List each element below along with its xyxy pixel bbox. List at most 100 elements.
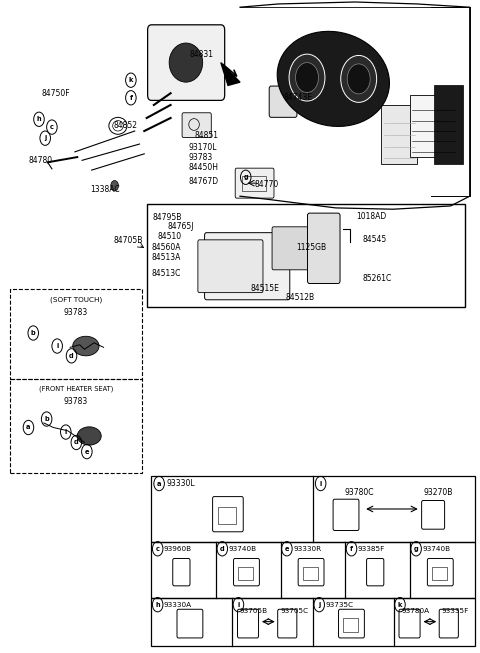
Text: 93385F: 93385F [358,546,385,552]
Text: 84450H: 84450H [189,163,219,172]
Text: g: g [414,546,419,552]
Ellipse shape [341,56,377,103]
Text: 93783: 93783 [189,153,213,162]
Text: 84831: 84831 [190,50,214,59]
Text: f: f [350,546,353,552]
Text: d: d [220,546,225,552]
Text: 93740B: 93740B [422,546,450,552]
Ellipse shape [77,427,101,445]
Text: 93783: 93783 [64,308,88,317]
Text: i: i [320,481,322,486]
Text: i: i [56,343,58,349]
Bar [432,567,447,580]
Text: 84513A: 84513A [152,253,181,262]
Bar [343,618,359,631]
Text: 84770: 84770 [254,180,278,189]
Text: 1338AC: 1338AC [91,185,120,194]
FancyBboxPatch shape [235,168,274,198]
Text: b: b [44,416,49,422]
Text: 93705B: 93705B [240,607,268,614]
FancyBboxPatch shape [272,227,313,270]
FancyBboxPatch shape [198,240,263,293]
FancyBboxPatch shape [269,86,297,118]
Text: 93335F: 93335F [442,607,469,614]
Text: i: i [65,429,67,435]
Text: 1018AD: 1018AD [356,212,386,221]
Text: j: j [318,601,320,608]
Bar [152,597,475,646]
Text: 84750F: 84750F [41,89,70,99]
Ellipse shape [169,43,203,82]
Bar [10,289,142,379]
Circle shape [111,180,119,191]
Text: k: k [398,601,402,608]
Text: d: d [74,439,79,445]
Ellipse shape [296,63,319,93]
Text: e: e [84,449,89,454]
Text: 93740B: 93740B [228,546,257,552]
Bar [152,477,475,541]
Text: 93780C: 93780C [344,488,373,496]
Text: 84560A: 84560A [152,243,181,252]
Text: (FRONT HEATER SEAT): (FRONT HEATER SEAT) [39,385,113,392]
Text: 93780A: 93780A [401,607,430,614]
Text: 84512B: 84512B [286,293,315,302]
Text: 93330R: 93330R [293,546,321,552]
Text: 84510: 84510 [157,232,182,241]
Text: (SOFT TOUCH): (SOFT TOUCH) [50,296,102,303]
FancyBboxPatch shape [308,213,340,283]
Text: g: g [243,174,248,180]
Text: 93735C: 93735C [325,601,354,608]
Text: i: i [237,601,240,608]
Text: c: c [156,546,160,552]
Bar [152,541,475,597]
Text: 84852: 84852 [113,121,137,131]
Text: e: e [285,546,289,552]
Bar [434,86,463,164]
Bar [303,567,318,580]
Text: 93330A: 93330A [164,601,192,608]
Text: 84705B: 84705B [113,236,143,245]
Text: h: h [156,601,160,608]
Text: f: f [130,95,132,101]
Text: a: a [157,481,161,486]
Text: 84545: 84545 [362,234,387,244]
Bar [410,95,458,157]
Polygon shape [221,63,240,86]
Text: 93705C: 93705C [280,607,308,614]
Text: 84743E: 84743E [283,93,312,102]
Text: k: k [129,77,133,83]
Text: 84513C: 84513C [152,268,181,278]
Text: a: a [26,424,31,430]
Bar [218,507,236,524]
Bar [381,105,417,164]
Text: 93960B: 93960B [164,546,192,552]
Text: 84765J: 84765J [167,222,194,231]
Text: 1125GB: 1125GB [297,242,326,251]
Text: 93783: 93783 [64,397,88,406]
Text: 84795B: 84795B [153,212,182,221]
Bar [242,176,266,191]
Text: 84767D: 84767D [189,177,219,185]
Ellipse shape [277,31,389,127]
Text: 85261C: 85261C [362,274,392,283]
Ellipse shape [347,64,370,94]
Text: 84515E: 84515E [250,284,279,293]
Ellipse shape [289,54,325,101]
Bar [147,204,465,307]
Bar [239,567,253,580]
Ellipse shape [73,336,99,356]
Text: 93170L: 93170L [189,144,217,152]
Text: d: d [69,353,74,358]
FancyBboxPatch shape [182,113,211,138]
FancyBboxPatch shape [204,232,290,300]
Text: h: h [36,116,41,122]
Bar [10,379,142,473]
Text: b: b [31,330,36,336]
Text: 93330L: 93330L [166,479,195,488]
Text: 93270B: 93270B [423,488,453,496]
FancyBboxPatch shape [148,25,225,101]
Text: c: c [50,124,54,130]
Text: 84780: 84780 [28,157,53,165]
Text: j: j [44,135,47,141]
